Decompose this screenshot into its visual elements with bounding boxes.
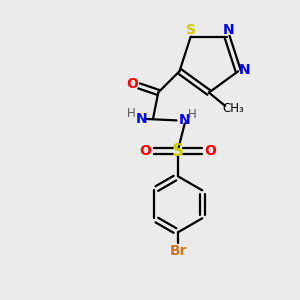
Text: H: H [127, 107, 135, 120]
Text: S: S [172, 142, 184, 160]
Text: Br: Br [169, 244, 187, 258]
Text: N: N [239, 63, 250, 77]
Text: N: N [179, 113, 190, 128]
Text: H: H [188, 108, 197, 121]
Text: CH₃: CH₃ [223, 102, 244, 115]
Text: O: O [140, 144, 152, 158]
Text: O: O [126, 77, 138, 92]
Text: S: S [186, 23, 196, 37]
Text: N: N [136, 112, 148, 126]
Text: O: O [205, 144, 216, 158]
Text: N: N [223, 23, 234, 37]
